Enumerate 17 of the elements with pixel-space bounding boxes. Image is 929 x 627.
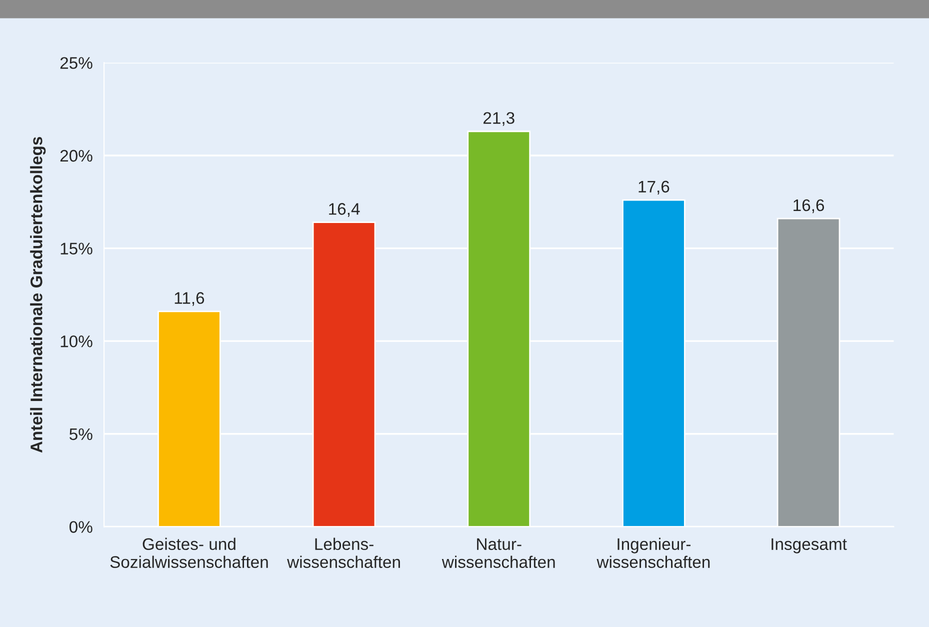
y-tick-label: 15% (60, 242, 92, 254)
x-tick-label: Ingenieur- wissenschaften (596, 538, 710, 568)
data-label: 16,4 (329, 203, 360, 217)
data-label: 16,6 (794, 199, 824, 214)
y-tick-label: 20% (60, 150, 92, 162)
x-tick-label: Insgesamt (772, 538, 847, 554)
x-tick-label: Geistes- und Sozialwissenschaften (110, 538, 268, 568)
x-tick-label: Natur- wissenschaften (442, 538, 555, 568)
y-tick-label: 0% (70, 521, 92, 533)
y-tick-label: 25% (60, 57, 92, 69)
y-tick-label: 10% (60, 335, 92, 348)
x-tick-label: Lebens- wissenschaften (287, 538, 400, 568)
data-label: 11,6 (174, 292, 204, 306)
data-label: 21,3 (483, 112, 514, 126)
data-label: 17,6 (638, 180, 670, 195)
y-tick-label: 5% (70, 428, 92, 440)
y-axis-title: Anteil Internationale Graduiertenkollegs (30, 136, 46, 453)
